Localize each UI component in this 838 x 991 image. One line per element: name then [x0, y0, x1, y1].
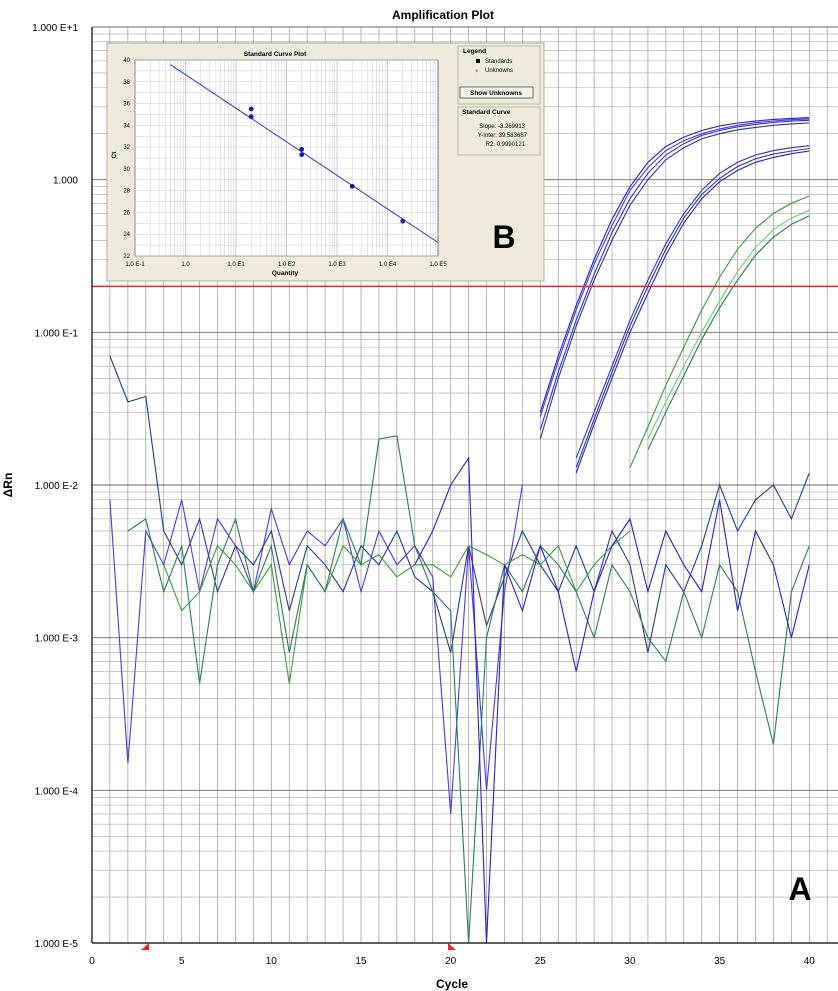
- panel-label-b: B: [492, 219, 515, 255]
- inset-y-tick-label: 40: [123, 58, 130, 64]
- unknowns-marker-icon: ×: [475, 69, 479, 75]
- inset-x-tick-label: 1.0 E3: [328, 262, 346, 268]
- legend-unknowns: Unknowns: [485, 68, 513, 74]
- inset-y-tick-label: 38: [123, 80, 130, 86]
- main-y-tick-label: 1.000 E-5: [35, 939, 79, 950]
- main-y-tick-label: 1.000 E-4: [35, 786, 79, 797]
- main-chart-title: Amplification Plot: [392, 8, 494, 22]
- inset-fit-line: [170, 64, 439, 243]
- amplification-curve: [575, 147, 810, 468]
- inset-y-tick-labels: 22 24 26 28 30 32 34 36 38 40: [123, 58, 130, 260]
- main-x-tick-label: 0: [89, 956, 95, 967]
- amplification-curve: [539, 117, 810, 413]
- amplification-curve: [109, 355, 810, 653]
- main-x-tick-label: 40: [804, 956, 816, 967]
- standard-curve-inset: Standard Curve Plot 22 24 26 28 30 32 34 36 38 40…: [106, 42, 545, 282]
- standard-point: [299, 152, 305, 158]
- inset-points: [248, 106, 406, 224]
- inset-y-tick-label: 22: [123, 254, 130, 260]
- inset-y-tick-label: 32: [123, 145, 130, 151]
- inset-x-tick-labels: 1.0 E-1 1.0 1.0 E1 1.0 E2 1.0 E3 1.0 E4 1.0 E5: [125, 262, 447, 268]
- main-y-axis-label: ΔRn: [1, 473, 15, 498]
- main-y-tick-label: 1.000 E-2: [35, 481, 79, 492]
- main-y-tick-label: 1.000 E-1: [35, 328, 79, 339]
- inset-y-tick-label: 28: [123, 189, 130, 195]
- inset-x-tick-label: 1.0 E4: [379, 262, 397, 268]
- standard-point: [299, 146, 305, 152]
- inset-y-tick-label: 24: [123, 232, 130, 238]
- amplification-curve: [539, 119, 810, 430]
- inset-x-tick-label: 1.0 E5: [429, 262, 447, 268]
- amplification-curve: [647, 215, 810, 451]
- main-x-tick-label: 15: [355, 956, 367, 967]
- standards-marker-icon: [476, 59, 480, 63]
- amplification-curve: [575, 150, 810, 474]
- main-x-tick-label: 35: [714, 956, 726, 967]
- main-axes: [91, 27, 838, 944]
- baseline-start-marker[interactable]: [141, 943, 149, 950]
- slope-value: Slope: -3.269913: [479, 124, 525, 130]
- inset-legend: Legend Standards × Unknowns Show Unknown…: [457, 45, 541, 105]
- standard-point: [349, 183, 355, 189]
- standard-curve-title: Standard Curve: [462, 109, 511, 116]
- amplification-curve: [414, 456, 810, 944]
- main-y-tick-label: 1.000: [53, 176, 78, 187]
- inset-x-tick-label: 1.0 E1: [227, 262, 245, 268]
- inset-y-tick-label: 36: [123, 102, 130, 108]
- main-x-tick-label: 30: [624, 956, 636, 967]
- show-unknowns-button[interactable]: [459, 86, 534, 99]
- inset-x-axis-label: Quantity: [272, 270, 299, 277]
- main-y-tick-labels: 1.000 E-5 1.000 E-4 1.000 E-3 1.000 E-2 1.00…: [32, 23, 78, 950]
- standard-point: [400, 218, 406, 224]
- main-x-tick-label: 10: [266, 956, 278, 967]
- amplification-curve: [539, 122, 810, 440]
- main-y-tick-label: 1.000 E-3: [35, 634, 79, 645]
- legend-standards: Standards: [485, 59, 512, 65]
- panel-label-a: A: [788, 871, 811, 907]
- inset-chart-title: Standard Curve Plot: [244, 51, 307, 58]
- yintercept-value: Y-Inter: 39.583687: [478, 133, 528, 139]
- main-y-tick-label: 1.000 E+1: [32, 23, 78, 34]
- legend-title: Legend: [463, 48, 486, 55]
- amplification-curve: [629, 195, 810, 468]
- legend-frame: [457, 45, 541, 105]
- main-x-tick-label: 20: [445, 956, 457, 967]
- inset-x-tick-label: 1.0: [181, 262, 190, 268]
- standard-curve-stats: Standard Curve Slope: -3.269913 Y-Inter:…: [457, 106, 541, 156]
- main-x-tick-labels: 0 5 10 15 20 25 30 35 40: [89, 956, 815, 967]
- inset-y-tick-label: 26: [123, 210, 130, 216]
- main-x-axis-label: Cycle: [436, 977, 468, 991]
- inset-y-tick-label: 34: [123, 123, 130, 129]
- inset-y-tick-label: 30: [123, 167, 130, 173]
- inset-x-tick-label: 1.0 E2: [278, 262, 296, 268]
- r2-value: R2: 0.9990121: [486, 142, 526, 148]
- main-x-tick-label: 25: [535, 956, 547, 967]
- show-unknowns-label: Show Unknowns: [470, 90, 522, 97]
- amplification-curve: [575, 145, 810, 459]
- main-x-tick-label: 5: [179, 956, 185, 967]
- inset-grid: [134, 59, 438, 257]
- inset-x-tick-label: 1.0 E-1: [125, 262, 145, 268]
- amplification-curve: [163, 530, 631, 684]
- standard-point: [248, 106, 254, 112]
- standard-point: [248, 114, 254, 120]
- amplification-curve: [109, 484, 523, 815]
- stats-frame: [457, 106, 541, 156]
- inset-y-axis-label: Ct: [111, 151, 118, 159]
- baseline-end-marker[interactable]: [448, 943, 456, 950]
